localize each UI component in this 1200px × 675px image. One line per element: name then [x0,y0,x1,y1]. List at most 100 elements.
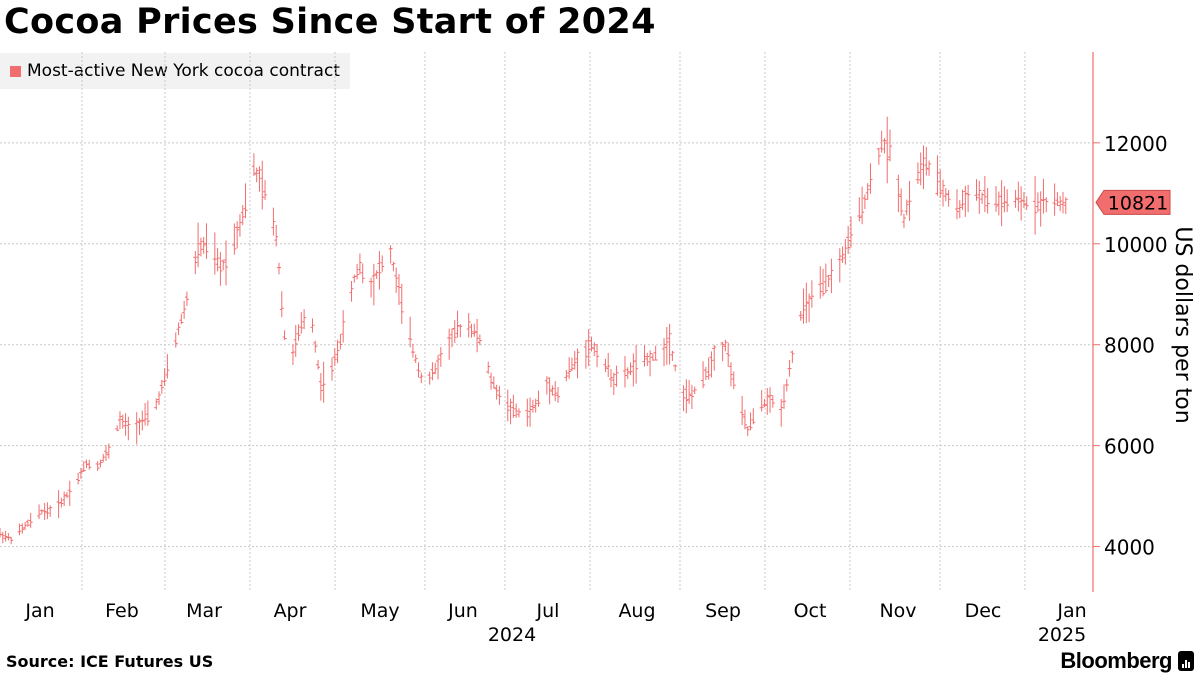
legend: Most-active New York cocoa contract [0,53,350,89]
price-bar [257,166,262,192]
price-bar [1013,189,1018,208]
price-bar [731,371,736,390]
y-tick-label: 12000 [1104,132,1168,156]
price-bar [447,328,452,360]
price-bar [941,179,946,207]
price-bar [95,461,100,471]
price-bar [667,323,672,365]
price-bars [0,116,1068,545]
price-bar [927,160,932,176]
price-bar [9,536,14,545]
price-bar [673,364,678,372]
price-bar [726,342,731,367]
price-bar [59,497,64,508]
price-bar [360,263,365,284]
price-bar [664,326,669,365]
price-bar [271,207,276,236]
price-bar [254,167,259,183]
price-bar [742,409,747,430]
price-bar [104,445,109,461]
price-bar [42,503,47,521]
price-bar [511,394,516,418]
price-bar [843,238,848,265]
price-bar [689,384,694,409]
price-bar [723,339,728,352]
price-bar [28,512,33,528]
price-bar [921,145,926,190]
price-bar [882,138,887,154]
price-bar [45,502,50,520]
price-bar [391,261,396,272]
price-bar [533,398,538,413]
price-bar [338,334,343,350]
price-bar [957,200,962,219]
price-bar [569,357,574,371]
price-bar [371,263,376,306]
price-bar [84,459,89,469]
price-bar [980,192,985,204]
price-bar [20,523,25,534]
x-tick-label: Feb [105,600,139,622]
price-bar [218,252,223,286]
price-bar [466,313,471,338]
price-bar [1021,192,1026,209]
price-bar [628,362,633,376]
price-bar [1041,178,1046,214]
price-bar [974,179,979,201]
price-bar [87,459,92,470]
price-bar [369,277,374,298]
price-bar [237,214,242,237]
price-bar [3,530,8,542]
price-bar [290,344,295,365]
price-bar [25,519,30,527]
price-bar [302,309,307,330]
price-bar [1052,183,1057,216]
price-bar [781,384,786,409]
x-year-label: 2024 [488,624,536,646]
terminal-icon [1178,651,1194,671]
price-bar [784,379,789,392]
price-bar [497,385,502,405]
price-bar [377,251,382,290]
price-bar [966,184,971,213]
price-bar [240,205,245,226]
price-bar [631,353,636,387]
x-year-label: 2025 [1038,624,1086,646]
price-bar [670,350,675,361]
price-bar [263,180,268,200]
price-bar [193,251,198,275]
price-bar [380,255,385,272]
price-bar [1005,189,1010,213]
price-bar [985,187,990,214]
price-bar [223,240,228,286]
price-bar [572,351,577,370]
last-value-label: 10821 [1108,192,1168,214]
price-bar [642,345,647,367]
price-bar [489,372,494,390]
y-tick-label: 8000 [1104,334,1155,358]
price-bar [592,342,597,356]
price-bar [486,361,491,374]
price-bar [475,318,480,353]
x-tick-label: Aug [618,600,655,622]
price-bar [564,369,569,382]
price-bar [807,293,812,323]
price-bar [399,283,404,324]
price-bar [196,222,201,268]
price-bar [0,531,5,544]
price-bar [606,352,611,377]
price-bar [999,180,1004,227]
price-bar [413,354,418,364]
price-bar [648,350,653,377]
price-bar [472,323,477,337]
price-bar [204,223,209,259]
price-bar [692,386,697,395]
price-bar [946,189,951,207]
x-tick-label: Apr [274,600,307,622]
price-bar [134,412,139,445]
price-bar [862,194,867,210]
price-bar [823,263,828,294]
price-bar [653,345,658,361]
price-bar [687,380,692,404]
